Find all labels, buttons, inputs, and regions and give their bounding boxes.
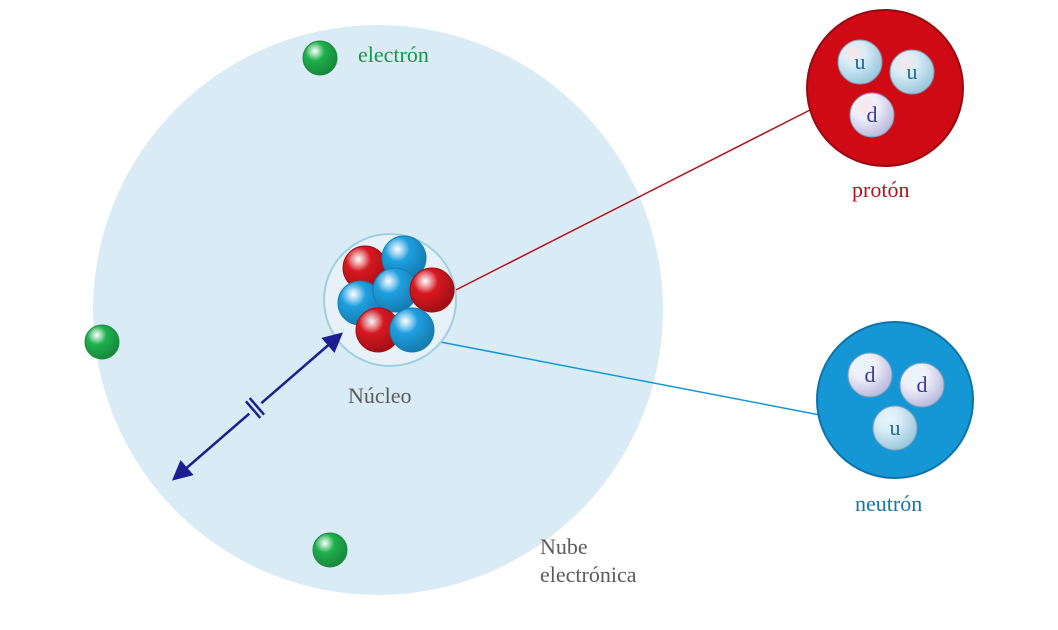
diagram-svg: uudddu: [0, 0, 1058, 630]
cloud-label: Nubeelectrónica: [540, 533, 637, 588]
proton-quark-label-0: u: [855, 49, 866, 74]
neutron-quark-label-0: d: [865, 362, 876, 387]
proton-label: protón: [852, 176, 909, 204]
neutron-quark-label-1: d: [917, 372, 928, 397]
electron-2: [313, 533, 347, 567]
neutron-quark-label-2: u: [890, 415, 901, 440]
proton-detail: [807, 10, 963, 166]
proton-quark-label-2: d: [867, 102, 878, 127]
neutron-detail: [817, 322, 973, 478]
nucleon-n-6: [390, 308, 434, 352]
electron-1: [85, 325, 119, 359]
nucleon-p-4: [410, 268, 454, 312]
neutron-label: neutrón: [855, 490, 922, 518]
proton-quark-label-1: u: [907, 59, 918, 84]
electron-label: electrón: [358, 41, 429, 69]
diagram-stage: uudddu electrónNúcleoprotónneutrónNubeel…: [0, 0, 1058, 630]
nucleus-label: Núcleo: [348, 382, 412, 410]
electron-0: [303, 41, 337, 75]
